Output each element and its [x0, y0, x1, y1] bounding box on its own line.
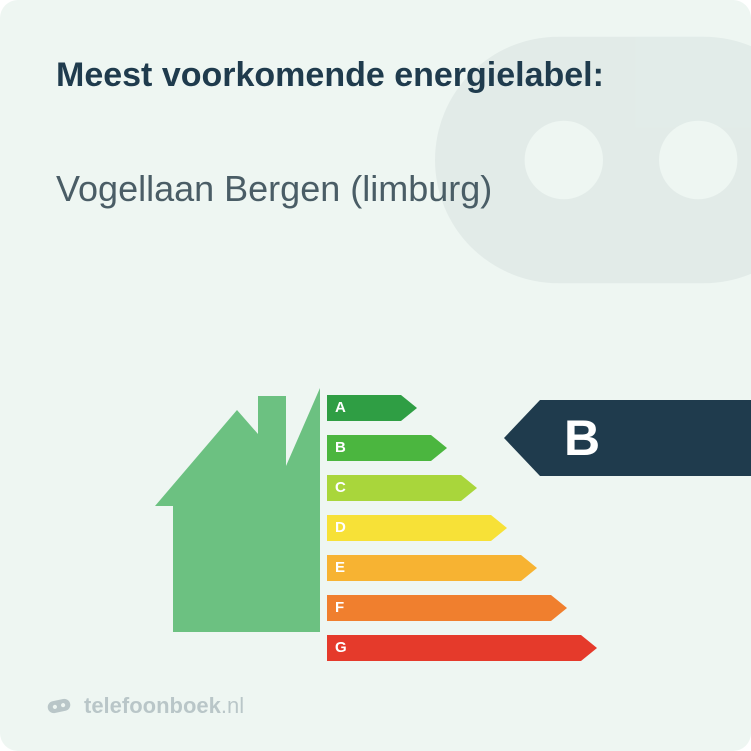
result-letter: B [564, 409, 600, 467]
result-arrow-icon [504, 400, 540, 476]
bar-shape [327, 635, 597, 661]
card-subtitle: Vogellaan Bergen (limburg) [56, 168, 492, 210]
bar-letter: A [335, 392, 346, 424]
bar-shape [327, 515, 507, 541]
bar-letter: D [335, 512, 346, 544]
bar-letter: F [335, 592, 344, 624]
footer-text: telefoonboek.nl [84, 693, 244, 719]
result-badge: B [540, 400, 751, 476]
bar-letter: B [335, 432, 346, 464]
footer-brand-light: .nl [221, 693, 244, 718]
bar-shape [327, 475, 477, 501]
card-title: Meest voorkomende energielabel: [56, 56, 604, 95]
bar-shape [327, 595, 567, 621]
footer-brand: telefoonboek.nl [44, 691, 244, 721]
house-icon [155, 380, 330, 640]
brand-phone-icon [44, 691, 74, 721]
bar-letter: C [335, 472, 346, 504]
bar-letter: E [335, 552, 345, 584]
footer-brand-bold: telefoonboek [84, 693, 221, 718]
bar-shape [327, 555, 537, 581]
energy-label-card: Meest voorkomende energielabel: Vogellaa… [0, 0, 751, 751]
bar-letter: G [335, 632, 347, 664]
